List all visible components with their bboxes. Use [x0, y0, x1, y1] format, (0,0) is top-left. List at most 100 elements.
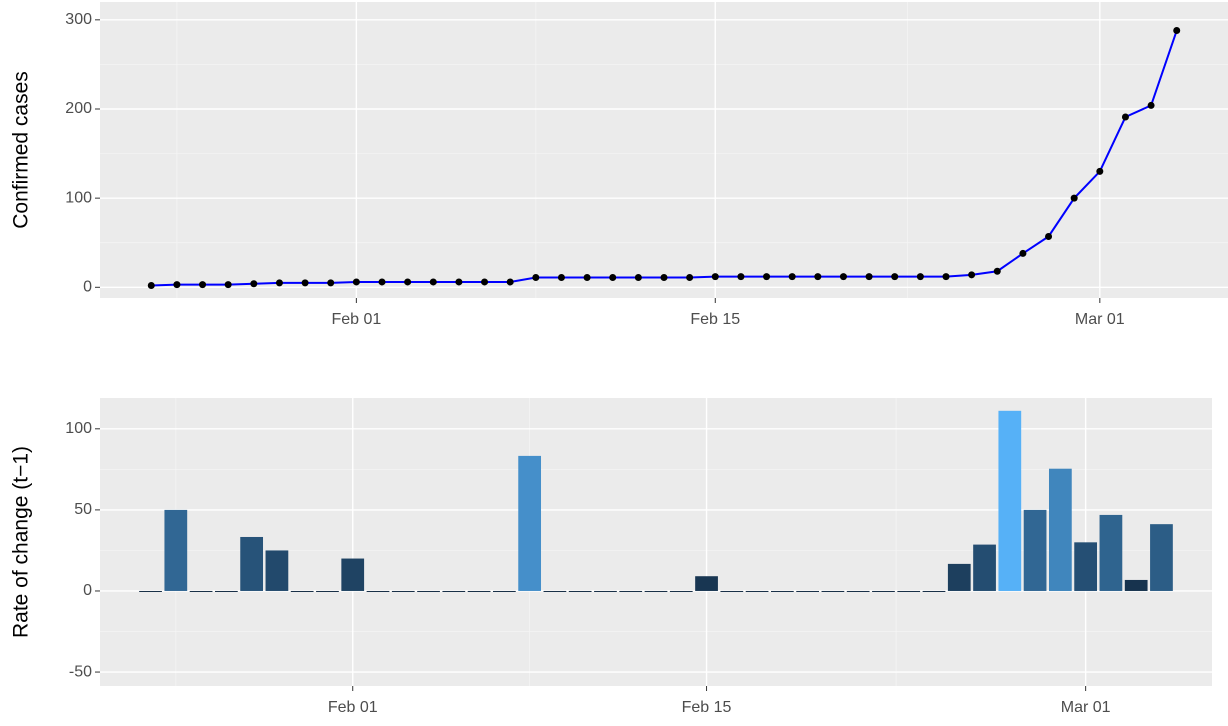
point	[1019, 249, 1027, 257]
bar	[164, 509, 188, 591]
point	[404, 278, 412, 286]
point	[1096, 167, 1104, 175]
bar	[947, 563, 971, 591]
point	[506, 278, 514, 286]
bar	[1099, 514, 1123, 591]
point	[814, 273, 822, 281]
point	[916, 273, 924, 281]
x-tick-label: Feb 15	[682, 699, 732, 716]
plot-background	[100, 2, 1228, 298]
point	[1173, 27, 1181, 35]
bar	[290, 590, 314, 592]
bar	[669, 590, 693, 592]
bar	[998, 410, 1022, 591]
bar	[821, 590, 845, 592]
bar	[796, 590, 820, 592]
point	[557, 273, 565, 281]
y-axis-title: Confirmed cases	[10, 71, 33, 229]
point	[250, 280, 258, 288]
bar	[467, 590, 491, 592]
y-tick-label: 0	[83, 582, 92, 599]
point	[147, 282, 155, 290]
y-tick-label: 0	[83, 279, 92, 296]
bar	[770, 590, 794, 592]
point	[327, 279, 335, 287]
point	[737, 273, 745, 281]
bar	[872, 590, 895, 592]
point	[1070, 194, 1078, 202]
point	[481, 278, 489, 286]
point	[275, 279, 283, 287]
point	[711, 273, 719, 281]
bar	[897, 590, 921, 592]
point	[942, 273, 950, 281]
bar	[1124, 579, 1148, 591]
point	[609, 273, 617, 281]
x-tick-label: Mar 01	[1061, 699, 1111, 716]
point	[993, 267, 1001, 275]
x-tick-label: Feb 15	[690, 311, 740, 328]
y-tick-label: 100	[65, 189, 92, 206]
bar	[492, 590, 516, 592]
bar	[265, 550, 289, 591]
bar	[1023, 509, 1047, 591]
bar	[922, 590, 946, 592]
y-tick-label: -50	[69, 663, 92, 680]
bar	[417, 590, 440, 592]
y-tick-label: 300	[65, 11, 92, 28]
point	[583, 273, 591, 281]
y-tick-label: 200	[65, 100, 92, 117]
point	[532, 273, 540, 281]
bar	[1150, 524, 1173, 591]
point	[660, 273, 668, 281]
bar	[568, 590, 592, 592]
y-tick-label: 100	[65, 420, 92, 437]
point	[1045, 232, 1053, 240]
bar	[1074, 542, 1098, 591]
y-tick-label: 50	[74, 501, 92, 518]
bar	[391, 590, 415, 592]
bar	[518, 455, 542, 591]
bar	[189, 590, 213, 592]
x-tick-label: Feb 01	[328, 699, 378, 716]
point	[378, 278, 386, 286]
point	[352, 278, 360, 286]
bar	[1048, 468, 1072, 591]
point	[634, 273, 642, 281]
bar	[644, 590, 668, 592]
point	[763, 273, 771, 281]
x-tick-label: Feb 01	[331, 311, 381, 328]
bar	[240, 536, 264, 591]
point	[788, 273, 796, 281]
bar	[366, 590, 390, 592]
point	[968, 271, 976, 279]
y-axis-title: Rate of change (t−1)	[10, 446, 33, 638]
point	[1121, 113, 1129, 121]
bar	[214, 590, 238, 592]
bar	[695, 576, 718, 591]
bar	[594, 590, 617, 592]
bar	[442, 590, 466, 592]
x-tick-label: Mar 01	[1075, 311, 1125, 328]
bar	[619, 590, 643, 592]
bar	[846, 590, 870, 592]
bar	[139, 590, 162, 592]
bar	[316, 590, 339, 592]
point	[429, 278, 437, 286]
point	[891, 273, 899, 281]
bar	[745, 590, 769, 592]
point	[1147, 101, 1155, 109]
bar	[720, 590, 744, 592]
point	[839, 273, 847, 281]
point	[455, 278, 463, 286]
bar	[543, 590, 567, 592]
bar	[341, 558, 365, 591]
point	[173, 281, 181, 289]
point	[301, 279, 309, 287]
point	[224, 281, 232, 289]
bar	[973, 544, 996, 591]
point	[686, 273, 694, 281]
point	[865, 273, 873, 281]
point	[199, 281, 207, 289]
